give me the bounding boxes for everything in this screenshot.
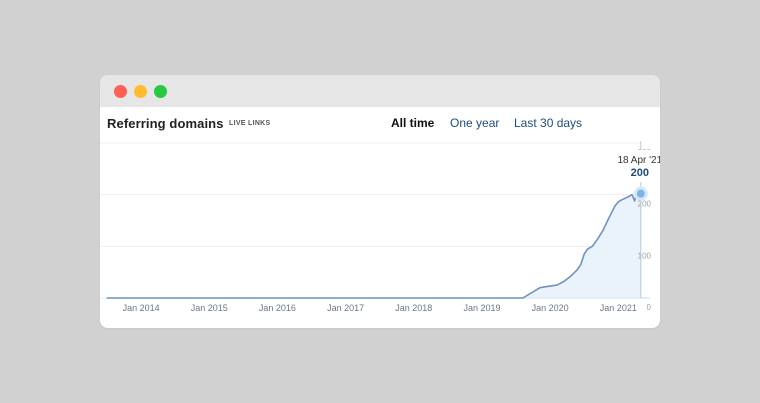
x-tick-label: Jan 2019 [463, 303, 500, 313]
data-point [631, 194, 633, 196]
chart-series-line [107, 192, 642, 299]
x-tick-label: Jan 2018 [395, 303, 432, 313]
tooltip-box [611, 150, 660, 182]
close-window-button[interactable] [114, 85, 127, 98]
x-tick-label: Jan 2020 [532, 303, 569, 313]
data-point [556, 284, 558, 286]
data-point [634, 200, 636, 202]
data-point [624, 197, 626, 199]
data-point [617, 201, 619, 203]
data-point [597, 237, 599, 240]
x-tick-label: Jan 2016 [259, 303, 296, 313]
page-title: Referring domains [107, 116, 224, 131]
data-point [580, 263, 582, 266]
tooltip-date: 18 Apr '21 [617, 155, 660, 166]
minimize-window-button[interactable] [134, 85, 147, 98]
live-links-badge: LIVE LINKS [229, 120, 271, 127]
data-point [602, 229, 604, 231]
highlight-point [633, 186, 648, 201]
browser-window: Referring domains LIVE LINKS All time On… [100, 75, 660, 328]
range-all-time-tab[interactable]: All time [391, 116, 435, 130]
y-tick-label: 200 [638, 200, 652, 209]
data-point [576, 268, 579, 271]
x-tick-label: Jan 2017 [327, 303, 364, 313]
tooltip-value: 200 [631, 167, 649, 179]
data-point [563, 280, 565, 283]
referring-domains-chart: Jan 2014 Jan 2015 Jan 2016 Jan 2017 Jan 2018… [100, 141, 660, 313]
data-point [106, 297, 108, 299]
x-tick-label: Jan 2021 [600, 303, 637, 313]
range-last-30-days-tab[interactable]: Last 30 days [514, 116, 583, 130]
data-point [583, 253, 585, 255]
data-point [532, 291, 534, 293]
data-point [522, 297, 524, 299]
x-tick-label: Jan 2015 [191, 303, 228, 313]
chart-area-fill [107, 193, 641, 298]
data-point [587, 248, 589, 250]
data-point [591, 245, 594, 247]
data-point [546, 286, 548, 288]
data-point [610, 212, 613, 214]
data-point [607, 218, 609, 221]
maximize-window-button[interactable] [154, 85, 167, 98]
y-tick-label: 0 [647, 303, 652, 312]
data-point [569, 275, 572, 277]
data-point [614, 205, 616, 207]
title-bar [100, 75, 660, 107]
data-point [627, 196, 630, 198]
data-point [539, 287, 541, 289]
x-tick-label: Jan 2014 [123, 303, 160, 313]
range-one-year-tab[interactable]: One year [450, 116, 500, 130]
data-point [621, 199, 623, 201]
y-tick-label: 100 [638, 251, 652, 260]
